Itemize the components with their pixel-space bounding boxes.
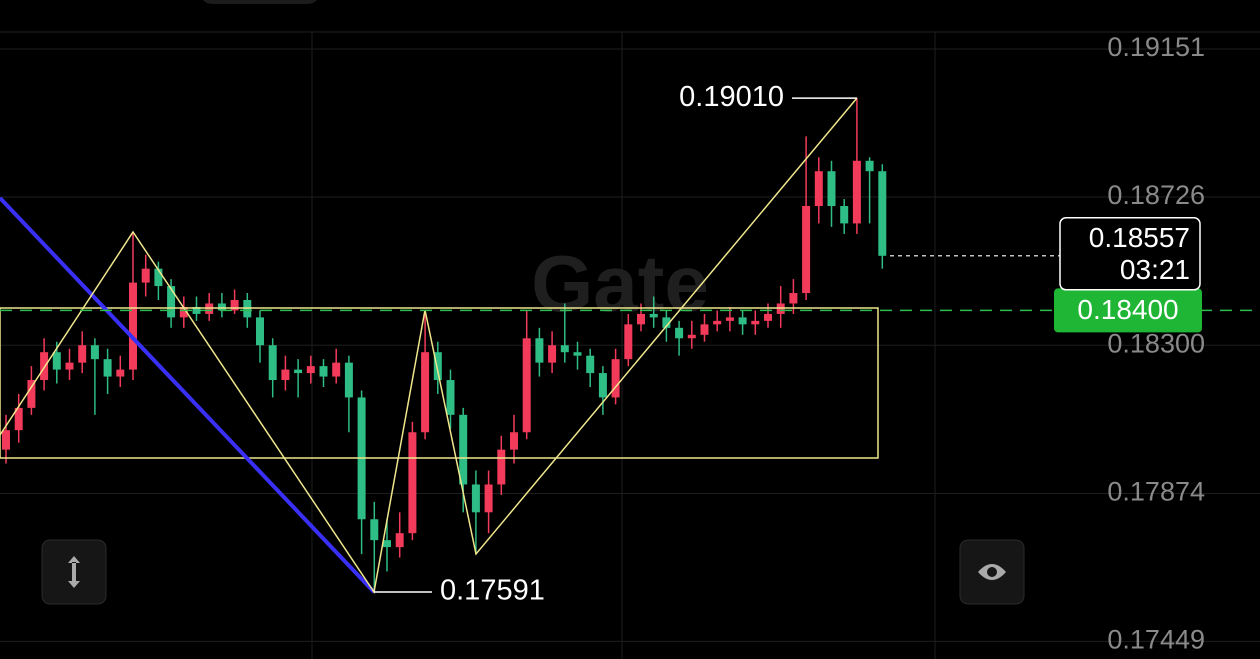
candle-body: [217, 303, 226, 311]
candle-body: [319, 366, 328, 377]
candle-body: [535, 338, 544, 363]
annotation-label: 0.19010: [679, 81, 784, 113]
candle-body: [865, 160, 874, 172]
candle-body: [344, 362, 353, 398]
candle-body: [395, 533, 404, 548]
candle-body: [141, 268, 150, 283]
candle-body: [713, 320, 722, 325]
candle-body: [256, 317, 264, 346]
candle-body: [725, 317, 734, 321]
countdown: 03:21: [1120, 254, 1190, 285]
candle-body: [167, 286, 176, 318]
scale-icon: [68, 556, 80, 588]
candle-body: [294, 369, 303, 374]
position-tag: [1054, 288, 1202, 333]
candle-body: [840, 206, 849, 224]
candle-body: [548, 345, 557, 363]
candle-body: [433, 352, 442, 381]
eye-pupil: [987, 567, 997, 577]
trend-line: [0, 196, 376, 594]
candle-body: [179, 306, 188, 318]
candle-body: [510, 432, 518, 450]
candle-body: [700, 324, 709, 335]
position-label: 0.18400: [1077, 294, 1178, 325]
candle-body: [52, 352, 61, 370]
candle-body: [383, 540, 391, 548]
candle-body: [764, 313, 772, 321]
candle-body: [484, 484, 493, 513]
last-price-tag: [1059, 217, 1201, 291]
candle-body: [560, 345, 569, 353]
candle-body: [2, 430, 10, 450]
candle-body: [624, 324, 633, 360]
candle-body: [827, 171, 836, 207]
candle-body: [268, 345, 277, 381]
candle-body: [154, 268, 163, 287]
candle-body: [662, 317, 671, 328]
candle-body: [192, 306, 201, 314]
candle-body: [230, 299, 239, 311]
candle-body: [78, 345, 87, 363]
candle-body: [687, 334, 696, 339]
candle-body: [789, 293, 798, 304]
top-pill[interactable]: [200, 0, 320, 4]
candle-body: [751, 320, 760, 325]
candle-body: [459, 414, 468, 485]
candle-body: [281, 369, 290, 381]
candle-body: [421, 352, 430, 433]
candle-body: [27, 380, 36, 408]
candle-body: [637, 313, 645, 325]
candle-body: [598, 373, 607, 398]
y-tick-label: 0.19151: [1107, 32, 1205, 62]
candle-body: [103, 359, 112, 377]
candle-body: [471, 484, 480, 513]
candle-body: [802, 206, 811, 294]
candle-body: [116, 369, 125, 377]
last-price-label: 0.18557: [1089, 222, 1190, 253]
candle-body: [497, 449, 506, 485]
zigzag: [0, 97, 858, 594]
candle-body: [65, 362, 74, 370]
candle-body: [586, 355, 595, 374]
y-tick-label: 0.18726: [1107, 180, 1205, 210]
y-tick-label: 0.18300: [1107, 328, 1205, 358]
range-box: [0, 307, 879, 459]
candle-body: [573, 352, 582, 356]
candle-body: [738, 317, 747, 325]
candle-body: [408, 432, 417, 534]
candle-body: [522, 338, 531, 433]
candle-body: [446, 380, 455, 415]
candle-body: [370, 519, 379, 541]
y-tick-label: 0.17874: [1107, 477, 1205, 507]
candle-body: [611, 359, 620, 398]
candle-body: [14, 407, 23, 431]
candle-body: [814, 171, 823, 207]
candle-body: [675, 327, 684, 339]
candle-body: [40, 352, 49, 381]
y-tick-label: 0.17449: [1107, 625, 1205, 655]
candle-body: [878, 171, 887, 256]
candle-body: [852, 160, 861, 224]
candle-body: [306, 366, 315, 374]
candle-body: [649, 313, 658, 318]
candle-body: [332, 362, 341, 377]
candle-body: [90, 345, 99, 360]
candle-body: [129, 282, 137, 370]
watermark: Gate: [531, 239, 709, 328]
annotation-label: 0.17591: [440, 575, 545, 607]
